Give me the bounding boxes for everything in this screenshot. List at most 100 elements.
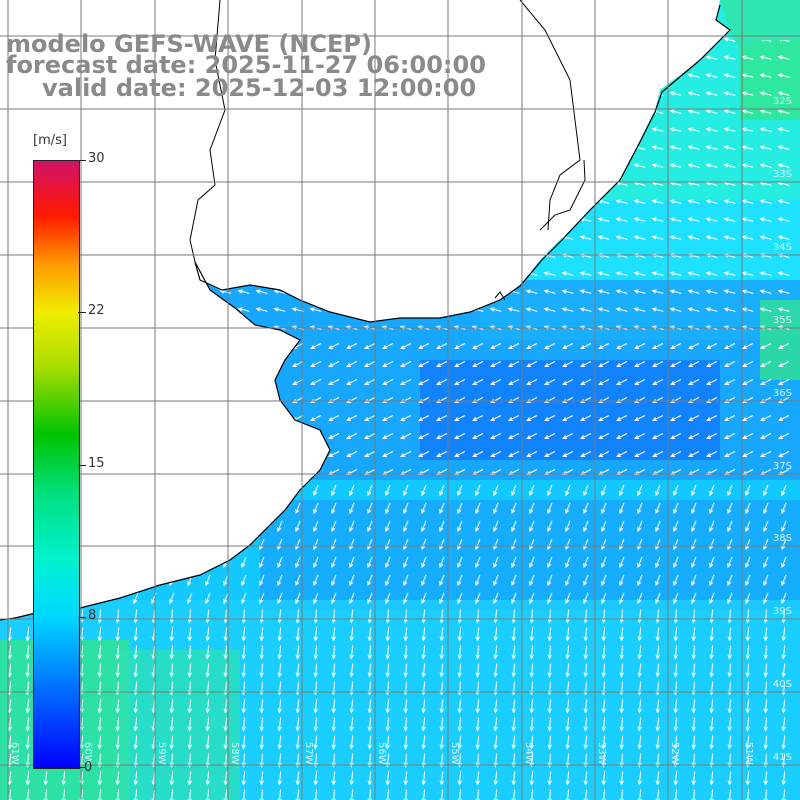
wind-vector xyxy=(328,343,340,350)
wind-vector xyxy=(475,699,480,714)
wind-vector xyxy=(403,663,408,678)
wind-vector xyxy=(97,735,102,750)
wind-vector xyxy=(526,343,538,350)
wind-vector xyxy=(457,717,462,732)
wind-vector xyxy=(436,361,448,368)
wind-vector xyxy=(475,771,480,786)
wind-vector xyxy=(331,717,336,732)
wind-vector xyxy=(385,574,391,587)
wind-vector xyxy=(619,592,625,605)
wind-vector xyxy=(187,627,192,642)
wind-vector xyxy=(349,520,355,533)
wind-vector xyxy=(619,771,624,786)
wind-vector xyxy=(529,609,534,624)
wind-vector xyxy=(349,771,354,786)
wind-vector xyxy=(169,771,174,786)
wind-vector xyxy=(583,663,588,678)
wind-vector xyxy=(637,663,642,678)
wind-vector xyxy=(331,609,336,624)
wind-vector xyxy=(493,592,499,605)
land-north xyxy=(0,0,730,322)
wind-vector xyxy=(400,343,412,350)
wind-vector xyxy=(187,645,192,660)
wind-vector xyxy=(403,717,408,732)
wind-vector xyxy=(547,771,552,786)
wind-vector xyxy=(187,717,192,732)
wind-vector xyxy=(313,699,318,714)
wind-vector xyxy=(547,753,552,768)
wind-vector xyxy=(706,415,718,422)
wind-vector xyxy=(493,699,498,714)
wind-vector xyxy=(382,397,394,404)
wind-vector xyxy=(259,735,264,750)
wind-vector xyxy=(310,361,322,368)
wind-vector xyxy=(367,574,373,587)
wind-vector xyxy=(403,592,409,605)
wind-vector xyxy=(133,717,138,732)
wind-vector xyxy=(705,73,718,78)
border-line xyxy=(189,0,226,263)
wind-vector xyxy=(655,502,661,515)
wind-vector xyxy=(634,415,646,422)
wind-vector xyxy=(781,574,787,587)
wind-vector xyxy=(655,699,660,714)
wind-vector xyxy=(313,753,318,768)
wind-vector xyxy=(295,627,300,642)
wind-vector xyxy=(763,645,768,660)
wind-vector xyxy=(583,753,588,768)
wind-vector xyxy=(777,91,790,96)
wind-vector xyxy=(579,235,592,240)
wind-vector xyxy=(529,753,534,768)
wind-vector xyxy=(705,91,718,96)
wind-vector xyxy=(403,627,408,642)
wind-vector xyxy=(777,109,790,114)
wind-vector xyxy=(637,771,642,786)
wind-vector xyxy=(259,627,264,642)
wind-vector xyxy=(475,520,481,533)
wind-vector xyxy=(580,415,592,422)
wind-vector xyxy=(670,397,682,404)
wind-vector xyxy=(472,433,484,440)
wind-vector xyxy=(777,289,790,294)
wind-vector xyxy=(457,771,462,786)
wind-vector xyxy=(331,771,336,786)
wind-vector xyxy=(763,520,769,533)
wind-vector xyxy=(457,735,462,750)
wind-vector xyxy=(778,433,790,440)
wind-vector xyxy=(421,484,427,497)
wind-vector xyxy=(724,361,736,368)
wind-vector xyxy=(723,91,736,96)
wind-vector xyxy=(565,717,570,732)
wind-vector xyxy=(259,592,265,605)
wind-vector xyxy=(655,645,660,660)
wind-vector xyxy=(223,574,229,587)
wind-vector xyxy=(705,55,718,60)
wind-vector xyxy=(346,397,358,404)
wind-vector xyxy=(651,271,664,276)
wind-vector xyxy=(421,699,426,714)
wind-vector xyxy=(237,289,250,294)
wind-vector xyxy=(763,699,768,714)
wind-vector xyxy=(439,574,445,587)
wind-vector xyxy=(331,645,336,660)
wind-vector xyxy=(706,397,718,404)
wind-vector xyxy=(507,307,520,312)
wind-vector xyxy=(490,397,502,404)
wind-vector xyxy=(400,379,412,386)
wind-vector xyxy=(382,415,394,422)
wind-vector xyxy=(418,451,430,458)
wind-vector xyxy=(259,663,264,678)
wind-vector xyxy=(115,771,120,786)
wind-vector xyxy=(723,163,736,168)
wind-vector xyxy=(637,627,642,642)
wind-vector xyxy=(778,451,790,458)
wind-vector xyxy=(691,574,697,587)
wind-vector xyxy=(709,609,714,624)
wind-vector xyxy=(655,556,661,569)
wind-vector xyxy=(508,361,520,368)
wind-vector xyxy=(403,556,409,569)
wind-vector xyxy=(547,717,552,732)
wind-vector xyxy=(777,145,790,150)
wind-vector xyxy=(741,217,754,222)
